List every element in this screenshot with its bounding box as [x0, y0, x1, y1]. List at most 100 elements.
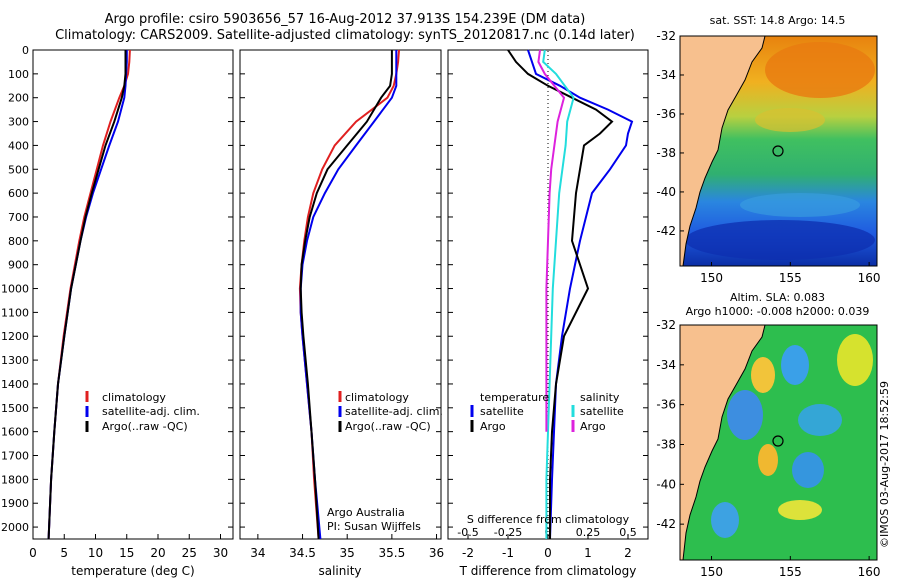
- map-x-tick-label: 150: [700, 565, 723, 579]
- x-tick-label: 20: [150, 546, 165, 560]
- sst-warm-patch: [755, 108, 825, 132]
- sst-map-frame: [679, 35, 878, 267]
- sst-cold-patch: [740, 193, 860, 217]
- x-tick-label: 30: [213, 546, 228, 560]
- x-tick-label: 10: [88, 546, 103, 560]
- y-tick-label: 1200: [1, 330, 29, 343]
- sst-land-australia: [680, 36, 765, 266]
- series-line-argo-raw-qc-: [299, 50, 393, 540]
- x-tick-label: 36: [429, 546, 444, 560]
- series-line-argo-raw-qc-: [47, 50, 127, 540]
- temperature-xlabel: temperature (deg C): [71, 564, 194, 578]
- map-y-tick-label: -34: [656, 68, 676, 82]
- x-tick-label: -2: [462, 546, 474, 560]
- y-tick-label: 1000: [1, 283, 29, 296]
- x-tick-label: 5: [60, 546, 68, 560]
- temperature-legend-argo: Argo(..raw -QC): [102, 420, 188, 433]
- y-tick-label: 1800: [1, 473, 29, 486]
- x2-tick-label: 0.25: [576, 526, 601, 539]
- temperature-legend: climatology satellite-adj. clim. Argo(..…: [85, 391, 200, 433]
- sla-low-anomaly: [792, 452, 824, 488]
- legend-title-salinity: salinity: [580, 391, 620, 404]
- map-x-tick-label: 155: [779, 271, 802, 285]
- y-tick-label: 1900: [1, 497, 29, 510]
- figure-title-line1: Argo profile: csiro 5903656_57 16-Aug-20…: [104, 12, 586, 27]
- y-tick-label: 1100: [1, 306, 29, 319]
- sla-map-frame: [679, 324, 878, 561]
- x-tick-label: -1: [502, 546, 514, 560]
- map-x-tick-label: 150: [700, 271, 723, 285]
- temperature-legend-climatology: climatology: [102, 391, 166, 404]
- map-y-tick-label: -32: [656, 318, 676, 332]
- temperature-legend-satellite: satellite-adj. clim.: [102, 405, 200, 418]
- salinity-xlabel: salinity: [318, 564, 361, 578]
- y-tick-label: 1700: [1, 450, 29, 463]
- credit-pi: PI: Susan Wijffels: [327, 520, 421, 533]
- sla-low-anomaly: [798, 404, 842, 436]
- x-tick-label: 35: [340, 546, 355, 560]
- salinity-legend: climatology satellite-adj. clim. Argo(..…: [338, 391, 443, 433]
- y-tick-label: 500: [8, 163, 29, 176]
- salinity-legend-argo: Argo(..raw -QC): [345, 420, 431, 433]
- map-y-tick-label: -38: [656, 146, 676, 160]
- x-tick-label: 34: [250, 546, 265, 560]
- x-tick-label: 0: [544, 546, 552, 560]
- map-y-tick-label: -42: [656, 224, 676, 238]
- x-tick-label: 15: [119, 546, 134, 560]
- map-y-tick-label: -42: [656, 517, 676, 531]
- sst-cold-patch: [685, 220, 875, 260]
- salinity-panel-frame: [239, 49, 442, 540]
- map-y-tick-label: -36: [656, 107, 676, 121]
- y-tick-label: 1300: [1, 354, 29, 367]
- legend-t-argo: Argo: [480, 420, 506, 433]
- sst-map-title: sat. SST: 14.8 Argo: 14.5: [709, 14, 846, 27]
- map-y-tick-label: -34: [656, 358, 676, 372]
- salinity-legend-climatology: climatology: [345, 391, 409, 404]
- sla-coastline: [682, 324, 766, 561]
- legend-title-temperature: temperature: [480, 391, 549, 404]
- y-tick-label: 1500: [1, 402, 29, 415]
- map-y-tick-label: -36: [656, 398, 676, 412]
- x-tick-label: 1: [584, 546, 592, 560]
- y-tick-label: 200: [8, 92, 29, 105]
- sla-map: [679, 324, 878, 561]
- sla-map-title-line1: Altim. SLA: 0.083: [729, 291, 826, 304]
- y-tick-label: 600: [8, 187, 29, 200]
- sla-high-anomaly: [778, 500, 822, 520]
- series-line-temperature-argo: [507, 49, 614, 539]
- y-tick-label: 2000: [1, 521, 29, 534]
- sla-high-anomaly: [837, 334, 873, 386]
- x2-tick-label: -0.5: [457, 526, 478, 539]
- x2-tick-label: 0: [545, 526, 552, 539]
- map-y-tick-label: -32: [656, 29, 676, 43]
- map-y-tick-label: -38: [656, 437, 676, 451]
- sla-land-australia: [680, 325, 765, 560]
- y-tick-label: 900: [8, 259, 29, 272]
- sla-map-title-line2: Argo h1000: -0.008 h2000: 0.039: [685, 305, 870, 318]
- x2-tick-label: -0.25: [494, 526, 522, 539]
- map-x-tick-label: 155: [779, 565, 802, 579]
- x-tick-label: 25: [182, 546, 197, 560]
- y-tick-label: 300: [8, 116, 29, 129]
- series-line-salinity-satellite: [542, 49, 575, 539]
- y-tick-label: 0: [22, 44, 29, 57]
- map-y-tick-label: -40: [656, 185, 676, 199]
- legend-s-argo: Argo: [580, 420, 606, 433]
- credit-institution: Argo Australia: [327, 506, 405, 519]
- x-tick-label: 34.5: [289, 546, 316, 560]
- sla-argo-position-marker: [772, 435, 784, 447]
- difference-xlabel: T difference from climatology: [459, 564, 637, 578]
- legend-t-satellite: satellite: [480, 405, 524, 418]
- sst-argo-position-marker: [772, 145, 784, 157]
- figure-title-line2: Climatology: CARS2009. Satellite-adjuste…: [55, 28, 635, 43]
- salinity-legend-satellite: satellite-adj. clim.: [345, 405, 443, 418]
- map-y-tick-label: -40: [656, 477, 676, 491]
- y-tick-label: 1600: [1, 426, 29, 439]
- temperature-panel-frame: [32, 49, 234, 540]
- sla-low-anomaly: [781, 345, 809, 385]
- y-tick-label: 1400: [1, 378, 29, 391]
- sst-coastline: [682, 35, 766, 267]
- y-tick-label: 100: [8, 68, 29, 81]
- difference-x2label: S difference from climatology: [467, 513, 630, 526]
- legend-s-satellite: satellite: [580, 405, 624, 418]
